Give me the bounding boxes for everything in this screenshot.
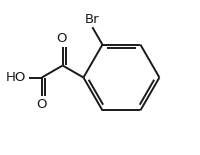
Text: O: O (56, 32, 67, 45)
Text: HO: HO (6, 71, 26, 84)
Text: O: O (36, 98, 46, 111)
Text: Br: Br (84, 13, 98, 26)
